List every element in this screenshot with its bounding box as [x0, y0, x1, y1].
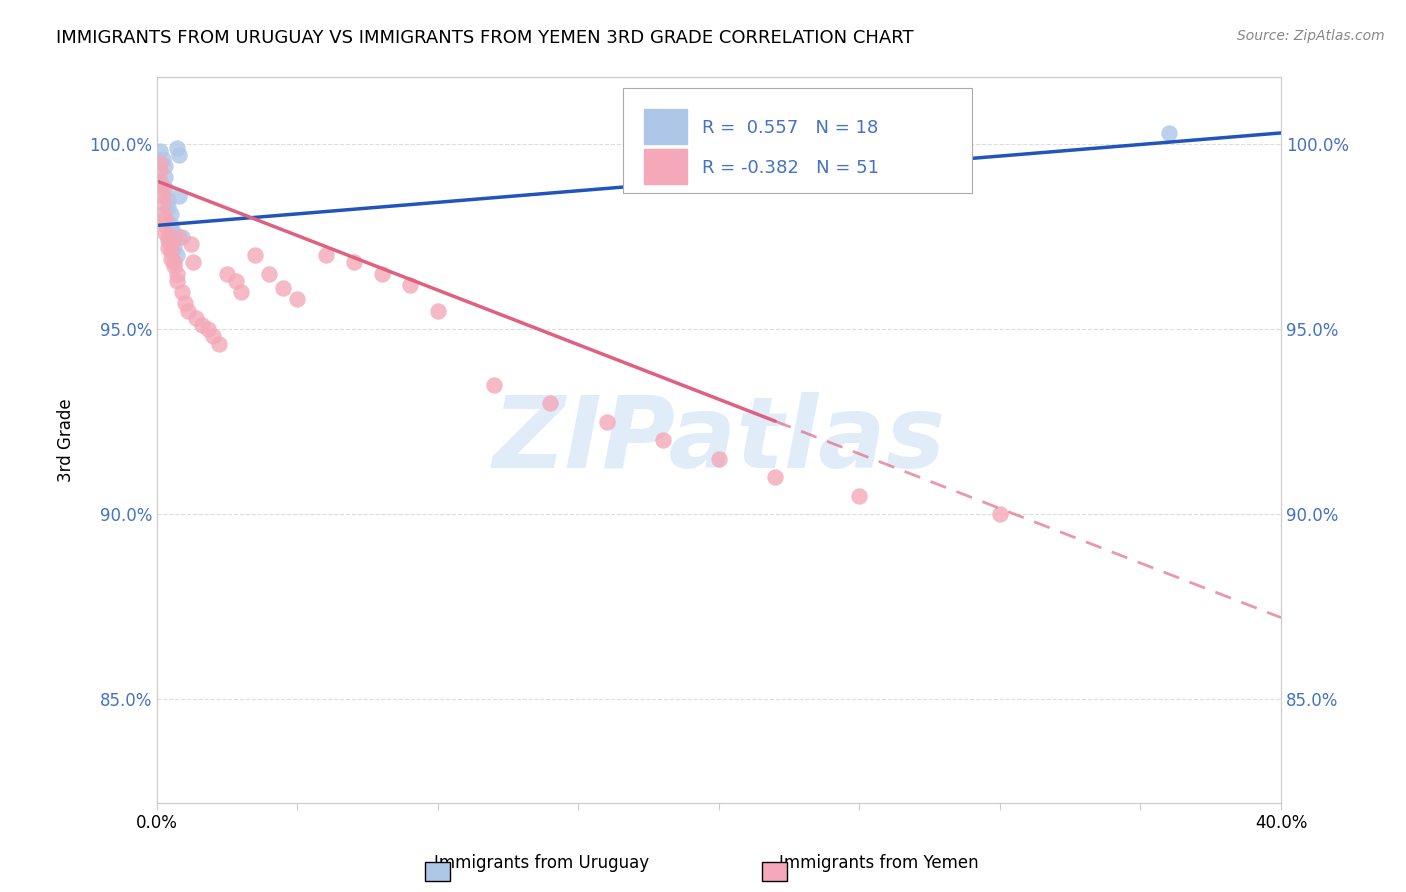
- Point: [157, 233, 180, 247]
- Point: [160, 244, 183, 259]
- Point: [152, 189, 174, 203]
- Point: [197, 322, 219, 336]
- Point: [152, 181, 174, 195]
- Point: [180, 236, 202, 251]
- Point: [163, 226, 186, 240]
- Point: [202, 329, 225, 343]
- Point: [166, 141, 188, 155]
- Point: [707, 451, 730, 466]
- Text: ZIPatlas: ZIPatlas: [492, 392, 945, 489]
- Point: [174, 296, 197, 310]
- FancyBboxPatch shape: [644, 109, 688, 145]
- Point: [191, 318, 214, 333]
- Point: [163, 259, 186, 273]
- Point: [152, 152, 174, 166]
- Text: Immigrants from Uruguay: Immigrants from Uruguay: [433, 855, 650, 872]
- Point: [160, 236, 183, 251]
- Point: [155, 219, 177, 233]
- Point: [157, 229, 180, 244]
- Point: [988, 507, 1011, 521]
- Point: [398, 277, 420, 292]
- Point: [155, 226, 177, 240]
- Point: [231, 285, 253, 299]
- Point: [166, 274, 188, 288]
- Point: [163, 233, 186, 247]
- Text: IMMIGRANTS FROM URUGUAY VS IMMIGRANTS FROM YEMEN 3RD GRADE CORRELATION CHART: IMMIGRANTS FROM URUGUAY VS IMMIGRANTS FR…: [56, 29, 914, 47]
- Point: [155, 159, 177, 173]
- Point: [163, 255, 186, 269]
- Point: [169, 148, 191, 162]
- Point: [208, 336, 231, 351]
- Point: [482, 377, 505, 392]
- Point: [177, 303, 200, 318]
- Point: [155, 181, 177, 195]
- Text: Source: ZipAtlas.com: Source: ZipAtlas.com: [1237, 29, 1385, 44]
- Text: R =  0.557   N = 18: R = 0.557 N = 18: [702, 120, 879, 137]
- FancyBboxPatch shape: [644, 148, 688, 184]
- Point: [315, 248, 337, 262]
- Point: [183, 255, 205, 269]
- Point: [166, 248, 188, 262]
- Point: [152, 196, 174, 211]
- Point: [426, 303, 449, 318]
- Point: [172, 285, 194, 299]
- Point: [155, 170, 177, 185]
- Point: [169, 189, 191, 203]
- Point: [259, 267, 281, 281]
- Point: [157, 241, 180, 255]
- Point: [149, 155, 172, 169]
- Point: [1157, 126, 1180, 140]
- Point: [149, 174, 172, 188]
- Point: [217, 267, 239, 281]
- Point: [160, 252, 183, 266]
- Point: [848, 489, 870, 503]
- Point: [160, 207, 183, 221]
- Point: [149, 163, 172, 178]
- Text: R = -0.382   N = 51: R = -0.382 N = 51: [702, 159, 879, 178]
- Point: [149, 145, 172, 159]
- Point: [371, 267, 394, 281]
- Point: [157, 200, 180, 214]
- Point: [245, 248, 267, 262]
- Point: [763, 470, 786, 484]
- Point: [157, 193, 180, 207]
- Point: [163, 241, 186, 255]
- Point: [273, 281, 295, 295]
- Point: [186, 310, 208, 325]
- Text: Immigrants from Yemen: Immigrants from Yemen: [779, 855, 979, 872]
- FancyBboxPatch shape: [623, 88, 972, 194]
- Point: [538, 396, 561, 410]
- Point: [343, 255, 366, 269]
- Point: [651, 433, 673, 447]
- Point: [155, 211, 177, 225]
- Point: [160, 219, 183, 233]
- Y-axis label: 3rd Grade: 3rd Grade: [58, 398, 75, 482]
- Point: [172, 229, 194, 244]
- Point: [169, 229, 191, 244]
- Point: [287, 293, 309, 307]
- Point: [166, 267, 188, 281]
- Point: [595, 415, 617, 429]
- Point: [225, 274, 247, 288]
- Point: [152, 207, 174, 221]
